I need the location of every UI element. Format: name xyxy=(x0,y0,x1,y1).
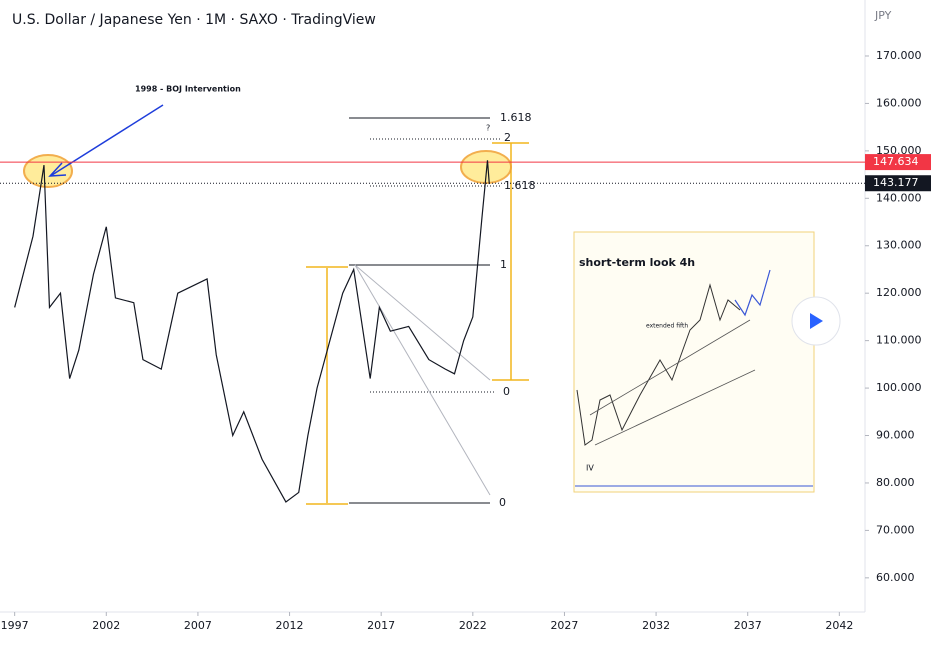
inset-title: short-term look 4h xyxy=(579,256,695,269)
annotation: 1998 - BOJ Intervention xyxy=(135,85,241,94)
y-tick-label: 80.000 xyxy=(876,476,915,489)
x-tick-label: 2012 xyxy=(276,619,304,632)
price-tag-label: 147.634 xyxy=(873,155,919,168)
x-tick-label: 2037 xyxy=(734,619,762,632)
currency-label: JPY xyxy=(874,9,892,22)
price-tag xyxy=(865,175,931,192)
fib-label: 1.618 xyxy=(504,179,536,192)
inset-wave: IV xyxy=(586,464,594,473)
play-icon xyxy=(810,313,823,329)
y-tick-label: 120.000 xyxy=(876,286,922,299)
x-tick-label: 2027 xyxy=(550,619,578,632)
y-tick-label: 130.000 xyxy=(876,239,922,252)
x-tick-label: 2042 xyxy=(825,619,853,632)
x-tick-label: 2002 xyxy=(92,619,120,632)
y-tick-label: 60.000 xyxy=(876,571,915,584)
y-tick-label: 170.000 xyxy=(876,49,922,62)
fib-label: 1.618 xyxy=(500,111,532,124)
y-tick-label: 160.000 xyxy=(876,96,922,109)
inset: short-term look 4h extended fifth IV xyxy=(573,231,815,493)
y-tick-label: 150.000 xyxy=(876,144,922,157)
y-tick-label: 70.000 xyxy=(876,523,915,536)
fib-label: 0 xyxy=(499,496,506,509)
annotation-marks xyxy=(23,104,512,188)
price-tag xyxy=(865,154,931,171)
inset-note: extended fifth xyxy=(646,323,688,330)
fib-label: 2 xyxy=(504,131,511,144)
y-tick-label: 100.000 xyxy=(876,381,922,394)
fib-label: 0 xyxy=(503,385,510,398)
x-tick-label: 2017 xyxy=(367,619,395,632)
price-tag-label: 143.177 xyxy=(873,176,919,189)
y-tick-label: 140.000 xyxy=(876,191,922,204)
fib-label: 1 xyxy=(500,258,507,271)
fib-drawing xyxy=(306,117,529,505)
x-tick-label: 2007 xyxy=(184,619,212,632)
y-tick-label: 110.000 xyxy=(876,334,922,347)
price-line-series xyxy=(14,160,490,503)
y-tick-label: 90.000 xyxy=(876,429,915,442)
fib-label: ? xyxy=(486,124,490,133)
x-tick-label: 2032 xyxy=(642,619,670,632)
x-tick-label: 2022 xyxy=(459,619,487,632)
chart-title: U.S. Dollar / Japanese Yen · 1M · SAXO ·… xyxy=(12,12,376,28)
x-tick-label: 1997 xyxy=(1,619,29,632)
